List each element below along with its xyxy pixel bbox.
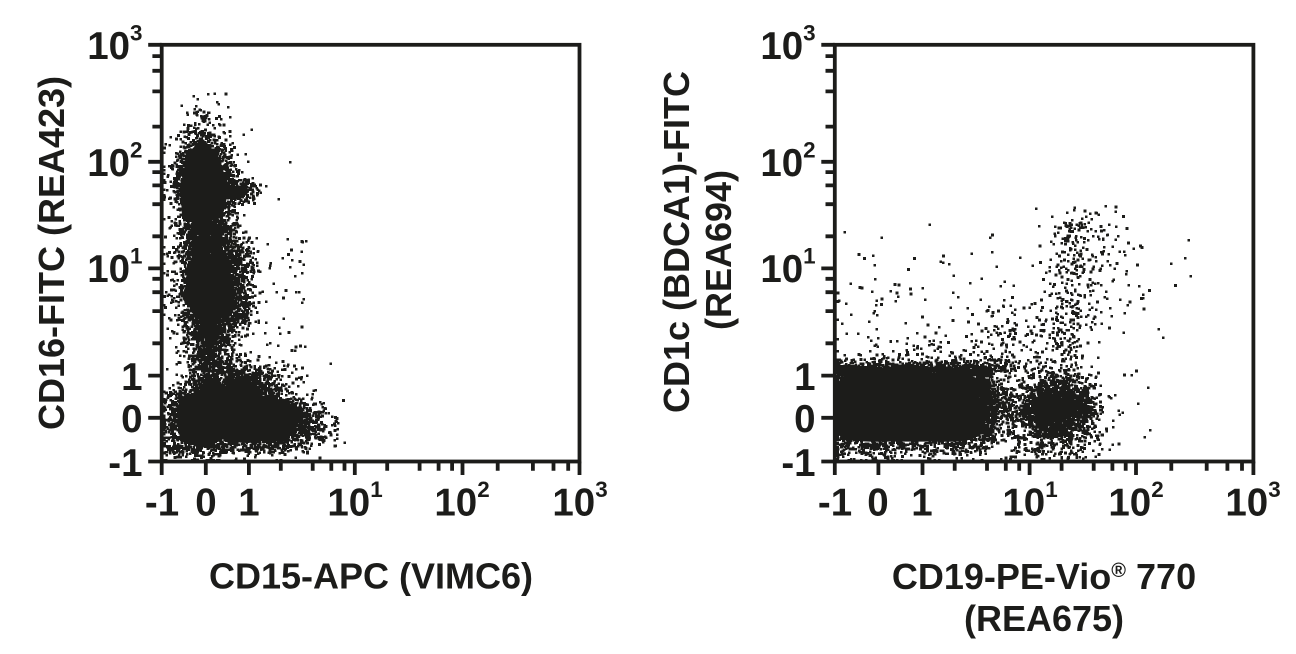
- svg-text:0: 0: [195, 482, 216, 525]
- svg-text:(REA694): (REA694): [698, 170, 739, 330]
- svg-text:102: 102: [760, 138, 815, 186]
- svg-text:(REA675): (REA675): [964, 598, 1124, 639]
- svg-text:1: 1: [238, 482, 259, 525]
- svg-text:101: 101: [1002, 477, 1057, 525]
- svg-text:0: 0: [121, 398, 142, 441]
- svg-text:-1: -1: [108, 442, 142, 485]
- svg-text:0: 0: [794, 398, 815, 441]
- svg-text:1: 1: [121, 356, 142, 399]
- svg-text:-1: -1: [818, 482, 852, 525]
- svg-text:0: 0: [867, 482, 888, 525]
- svg-text:CD15-APC (VIMC6): CD15-APC (VIMC6): [209, 556, 533, 597]
- svg-text:103: 103: [1225, 477, 1280, 525]
- svg-text:1: 1: [911, 482, 932, 525]
- svg-text:-1: -1: [145, 482, 179, 525]
- svg-text:1: 1: [794, 356, 815, 399]
- svg-text:CD1c (BDCA1)-FITC: CD1c (BDCA1)-FITC: [656, 71, 697, 413]
- svg-text:CD19-PE-Vio® 770: CD19-PE-Vio® 770: [892, 556, 1196, 597]
- svg-text:CD16-FITC (REA423): CD16-FITC (REA423): [31, 76, 72, 430]
- svg-text:-1: -1: [781, 442, 815, 485]
